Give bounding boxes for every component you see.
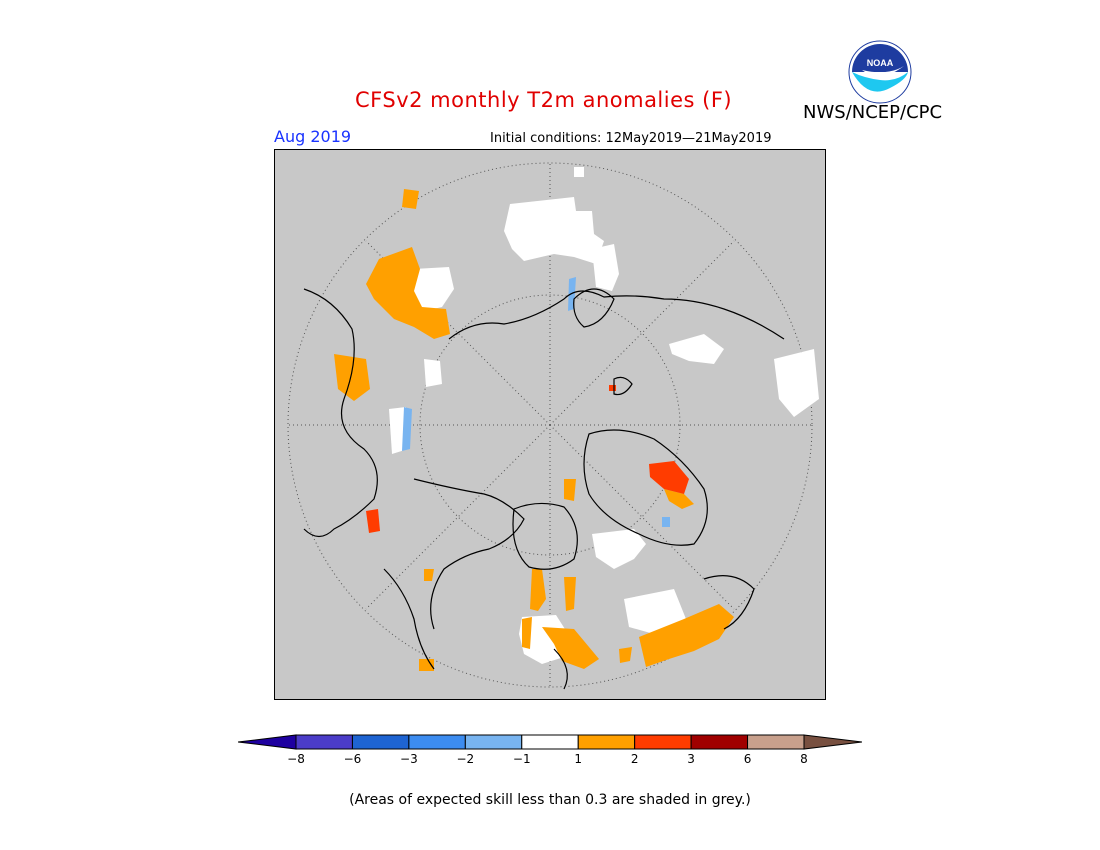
skill-footnote: (Areas of expected skill less than 0.3 a… — [349, 792, 751, 808]
colorbar-swatch — [295, 734, 353, 750]
colorbar-swatch — [408, 734, 466, 750]
colorbar-tick-label: −8 — [287, 752, 305, 766]
warm-anomaly-areas — [334, 189, 734, 671]
latitude-circles — [287, 162, 813, 688]
colorbar-tick-label: 3 — [687, 752, 695, 766]
colorbar-tick-label: −2 — [456, 752, 475, 766]
agency-label: NWS/NCEP/CPC — [803, 102, 943, 123]
chart-title: CFSv2 monthly T2m anomalies (F) — [355, 88, 733, 112]
colorbar-swatch — [634, 734, 692, 750]
colorbar-tick-label: 8 — [800, 752, 808, 766]
colorbar-high-extend — [803, 734, 862, 750]
colorbar-swatch — [577, 734, 636, 750]
arctic-anomaly-map — [274, 149, 826, 700]
colorbar-tick-label: −3 — [400, 752, 418, 766]
colorbar-tick-label: −1 — [512, 752, 531, 766]
colorbar — [238, 734, 862, 750]
colorbar-swatch — [747, 734, 805, 750]
coastlines — [303, 288, 785, 690]
colorbar-swatch — [521, 734, 579, 750]
colorbar-swatch — [690, 734, 749, 750]
colorbar-tick-label: 2 — [630, 752, 639, 766]
colorbar-ticks: −8 −6 −3 −2 −1 1 2 3 6 8 — [0, 752, 1100, 768]
colorbar-low-extend — [238, 734, 297, 750]
colorbar-swatch — [351, 734, 410, 750]
initial-conditions: Initial conditions: 12May2019—21May2019 — [490, 131, 772, 146]
colorbar-tick-label: 1 — [574, 752, 583, 766]
near-normal-areas — [389, 167, 819, 664]
forecast-month: Aug 2019 — [274, 127, 352, 146]
colorbar-swatch — [464, 734, 523, 750]
logo-text: NOAA — [867, 58, 894, 68]
colorbar-tick-label: 6 — [743, 752, 752, 766]
noaa-logo-icon: NOAA — [848, 40, 912, 104]
colorbar-tick-label: −6 — [343, 752, 362, 766]
